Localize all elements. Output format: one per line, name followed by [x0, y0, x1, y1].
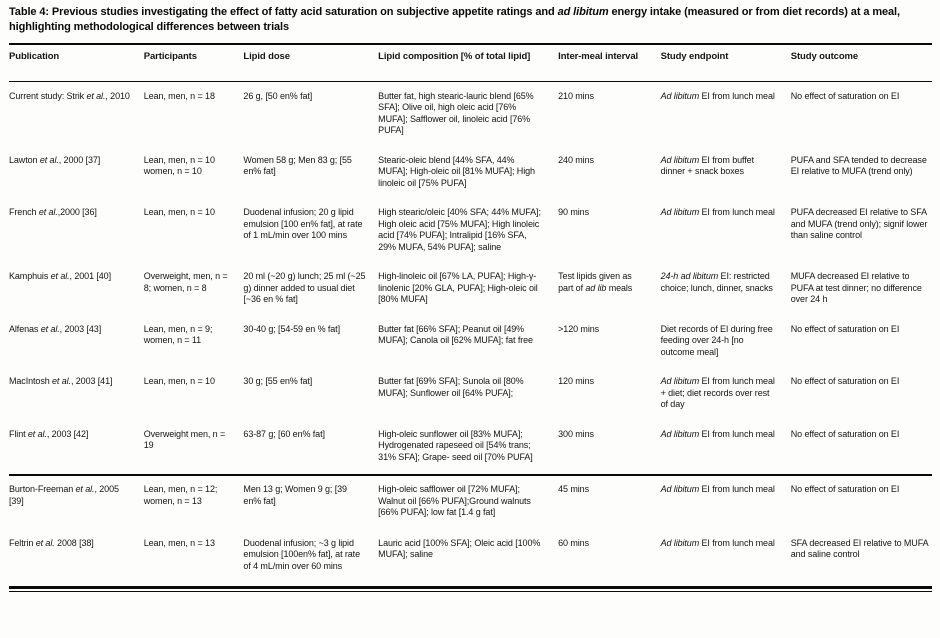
cell-participants: Lean, men, n = 9; women, n = 11 [143, 323, 213, 346]
cell-study-outcome: PUFA and SFA tended to decrease EI relat… [790, 154, 927, 177]
cell-study-outcome: No effect of saturation on EI [790, 376, 900, 386]
cell-study-outcome: PUFA decreased EI relative to SFA and MU… [790, 207, 928, 240]
cell-participants: Overweight, men, n = 8; women, n = 8 [143, 271, 228, 293]
cell-lipid-composition: High stearic/oleic [40% SFA; 44% MUFA]; … [378, 207, 541, 252]
cell-study-outcome: SFA decreased EI relative to MUFA and sa… [790, 537, 929, 560]
table-row: Current study: Strik et al., 2010 Lean, … [9, 81, 932, 148]
table-bottom-rule-thick [9, 586, 932, 589]
header-inter-meal-interval: Inter-meal interval [558, 43, 661, 82]
cell-publication: Burton-Freeman et al., 2005 [39] [9, 474, 144, 531]
cell-study-endpoint: Ad libitum EI from lunch meal + diet; di… [660, 376, 775, 409]
cell-lipid-dose: Duodenal infusion; 20 g lipid emulsion [… [243, 207, 363, 240]
cell-study-endpoint: Ad libitum EI from buffet dinner + snack… [660, 154, 755, 177]
cell-study-endpoint: Ad libitum EI from lunch meal [660, 474, 791, 531]
cell-participants: Overweight men, n = 19 [143, 428, 226, 451]
cell-study-outcome: No effect of saturation on EI [790, 90, 900, 101]
table-row: Kamphuis et al., 2001 [40] Overweight, m… [9, 264, 932, 317]
header-study-endpoint: Study endpoint [660, 43, 791, 82]
cell-study-endpoint: Ad libitum EI from lunch meal [660, 537, 775, 548]
cell-study-endpoint: Ad libitum EI from lunch meal [660, 428, 775, 439]
cell-publication: MacIntosh et al., 2003 [41] [9, 376, 113, 386]
cell-study-outcome: MUFA decreased EI relative to PUFA at te… [790, 271, 922, 304]
cell-study-endpoint: Ad libitum EI from lunch meal [660, 90, 775, 101]
cell-participants: Lean, men, n = 10 women, n = 10 [143, 154, 215, 177]
table-row: Lawton et al., 2000 [37] Lean, men, n = … [9, 148, 932, 201]
header-participants: Participants [143, 43, 244, 82]
cell-publication: Current study: Strik et al., 2010 [9, 90, 130, 101]
cell-inter-meal-interval: Test lipids given as part of ad lib meal… [558, 271, 633, 293]
cell-lipid-composition: High-oleic sunflower oil [83% MUFA]; Hyd… [378, 428, 533, 462]
cell-publication: Kamphuis et al., 2001 [40] [9, 271, 111, 281]
cell-inter-meal-interval: 45 mins [558, 474, 661, 531]
cell-lipid-dose: 30 g; [55 en% fat] [243, 376, 313, 386]
cell-publication: Flint et al., 2003 [42] [9, 428, 89, 439]
table-row: Burton-Freeman et al., 2005 [39] Lean, m… [9, 474, 932, 531]
cell-inter-meal-interval: >120 mins [558, 323, 600, 334]
cell-inter-meal-interval: 300 mins [558, 428, 594, 439]
studies-table: Publication Participants Lipid dose Lipi… [9, 43, 932, 584]
table-body-bottom: Burton-Freeman et al., 2005 [39] Lean, m… [9, 474, 932, 585]
cell-lipid-dose: 26 g, [50 en% fat] [243, 90, 313, 101]
cell-lipid-dose: Women 58 g; Men 83 g; [55 en% fat] [243, 154, 352, 177]
cell-lipid-dose: 63-87 g; [60 en% fat] [243, 428, 325, 439]
cell-lipid-dose: Men 13 g; Women 9 g; [39 en% fat] [243, 474, 379, 531]
cell-participants: Lean, men, n = 12; women, n = 13 [143, 474, 244, 531]
cell-inter-meal-interval: 90 mins [558, 207, 589, 217]
header-row: Publication Participants Lipid dose Lipi… [9, 43, 932, 82]
cell-inter-meal-interval: 240 mins [558, 154, 594, 165]
header-study-outcome: Study outcome [790, 43, 932, 82]
cell-study-outcome: No effect of saturation on EI [790, 323, 900, 334]
cell-lipid-composition: Butter fat [66% SFA]; Peanut oil [49% MU… [378, 323, 533, 346]
cell-participants: Lean, men, n = 13 [143, 537, 215, 548]
table-row: French et al.,2000 [36] Lean, men, n = 1… [9, 200, 932, 264]
cell-lipid-dose: Duodenal infusion; ~3 g lipid emulsion [… [243, 537, 360, 571]
cell-participants: Lean, men, n = 10 [143, 376, 215, 386]
cell-study-endpoint: Ad libitum EI from lunch meal [660, 207, 775, 217]
table-body-main: Current study: Strik et al., 2010 Lean, … [9, 81, 932, 475]
cell-study-endpoint: Diet records of EI during free feeding o… [660, 323, 773, 357]
cell-participants: Lean, men, n = 18 [143, 90, 215, 101]
cell-inter-meal-interval: 120 mins [558, 376, 594, 386]
table-bottom-rule-thin [9, 590, 932, 592]
cell-publication: Alfenas et al., 2003 [43] [9, 323, 102, 334]
cell-participants: Lean, men, n = 10 [143, 207, 215, 217]
table-title: Table 4: Previous studies investigating … [9, 6, 900, 33]
cell-inter-meal-interval: 60 mins [558, 537, 589, 548]
cell-study-outcome: No effect of saturation on EI [790, 428, 900, 439]
cell-study-endpoint: 24-h ad libitum EI: restricted choice; l… [660, 271, 773, 293]
table-header: Publication Participants Lipid dose Lipi… [9, 43, 932, 82]
table-row: MacIntosh et al., 2003 [41] Lean, men, n… [9, 369, 932, 422]
table-row: Flint et al., 2003 [42] Overweight men, … [9, 422, 932, 476]
header-lipid-composition: Lipid composition [% of total lipid] [378, 43, 559, 82]
cell-lipid-composition: Stearic-oleic blend [44% SFA, 44% MUFA];… [378, 154, 535, 188]
cell-lipid-composition: High-linoleic oil [67% LA, PUFA]; High-γ… [378, 271, 538, 304]
cell-lipid-composition: Lauric acid [100% SFA]; Oleic acid [100%… [378, 537, 541, 560]
cell-lipid-dose: 20 ml (~20 g) lunch; 25 ml (~25 g) dinne… [243, 271, 366, 304]
cell-lipid-dose: 30-40 g; [54-59 en % fat] [243, 323, 340, 334]
table-row: Feltrin et al. 2008 [38] Lean, men, n = … [9, 531, 932, 585]
table-row: Alfenas et al., 2003 [43] Lean, men, n =… [9, 317, 932, 370]
cell-publication: Lawton et al., 2000 [37] [9, 154, 101, 165]
cell-lipid-composition: High-oleic safflower oil [72% MUFA]; Wal… [378, 474, 559, 531]
cell-study-outcome: No effect of saturation on EI [790, 474, 932, 531]
header-lipid-dose: Lipid dose [243, 43, 379, 82]
header-publication: Publication [9, 43, 144, 82]
cell-lipid-composition: Butter fat [69% SFA]; Sunola oil [80% MU… [378, 376, 524, 398]
cell-lipid-composition: Butter fat, high stearic-lauric blend [6… [378, 90, 534, 136]
cell-inter-meal-interval: 210 mins [558, 90, 594, 101]
cell-publication: Feltrin et al. 2008 [38] [9, 537, 94, 548]
cell-publication: French et al.,2000 [36] [9, 207, 97, 217]
